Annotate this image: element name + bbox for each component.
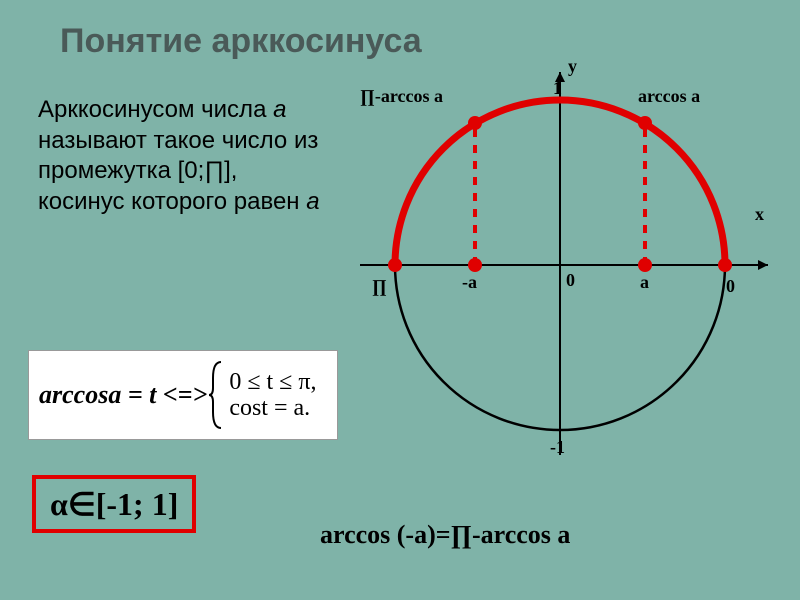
marker-a — [638, 258, 652, 272]
def-var2: а — [306, 188, 319, 215]
formula-row2: cost = a. — [229, 395, 316, 421]
x-arrow — [758, 260, 768, 270]
label-arccos-a: arccos a — [638, 86, 700, 106]
label-pi-arccos-a: ∏-arccos a — [360, 86, 443, 106]
page-title: Понятие арккосинуса — [60, 22, 422, 61]
formula-rhs: 0 ≤ t ≤ π, cost = a. — [229, 369, 316, 422]
unit-circle-diagram: у х 1 -1 0 0 ∏ a -a arccos a ∏-arccos a — [340, 60, 790, 460]
marker-neg-a — [468, 258, 482, 272]
range-box: α∈[-1; 1] — [32, 475, 196, 533]
formula-lhs: arccosa = t <=> — [39, 380, 207, 410]
marker-right — [718, 258, 732, 272]
definition-text: Арккосинусом числа а называют такое числ… — [38, 95, 328, 218]
label-a: a — [640, 272, 649, 292]
marker-left — [388, 258, 402, 272]
label-one: 1 — [553, 78, 562, 98]
label-pi: ∏ — [372, 276, 387, 296]
label-zero-right: 0 — [726, 276, 735, 296]
marker-arccos-a — [638, 116, 652, 130]
label-neg-one: -1 — [550, 437, 565, 457]
label-x: х — [755, 204, 764, 224]
identity-formula: arccos (-а)=∏-arccos a — [320, 520, 570, 550]
formula-brace — [207, 360, 227, 430]
label-neg-a: -a — [462, 272, 477, 292]
label-zero-center: 0 — [566, 270, 575, 290]
def-prefix: Арккосинусом числа — [38, 96, 273, 123]
formula-box: arccosa = t <=> 0 ≤ t ≤ π, cost = a. — [28, 350, 338, 440]
label-y: у — [568, 60, 577, 76]
formula-row1: 0 ≤ t ≤ π, — [229, 369, 316, 395]
def-var1: а — [273, 96, 286, 123]
def-mid: называют такое число из промежутка [0;∏]… — [38, 127, 318, 215]
marker-pi-arccos-a — [468, 116, 482, 130]
